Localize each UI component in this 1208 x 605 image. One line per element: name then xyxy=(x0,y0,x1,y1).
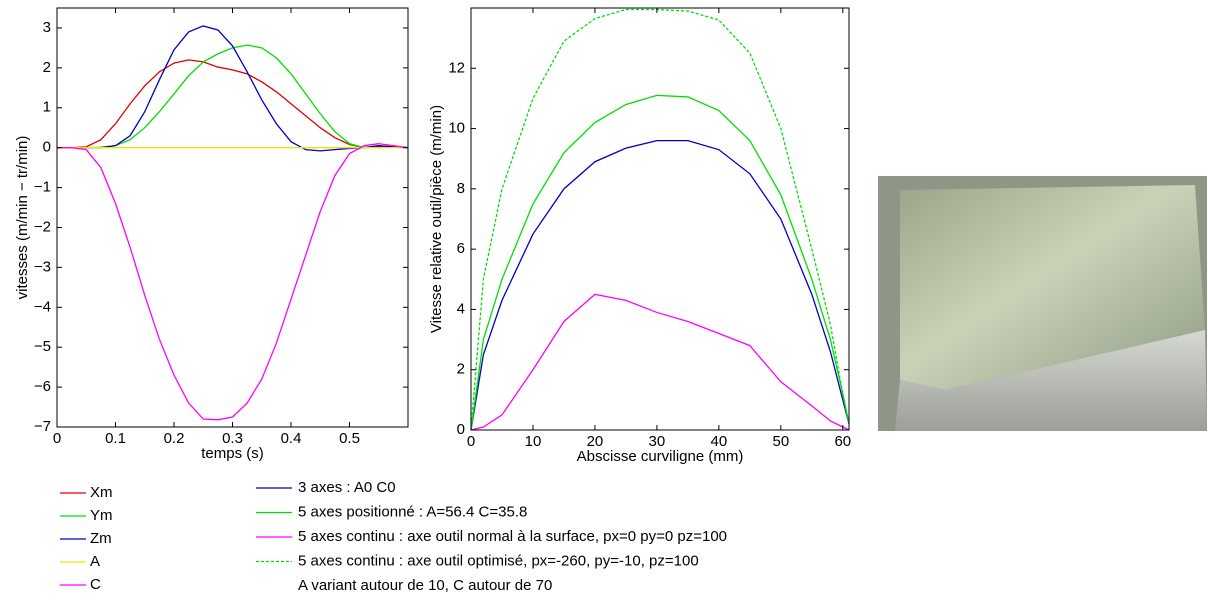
x-tick-label: 20 xyxy=(587,433,604,450)
x-axis-label: temps (s) xyxy=(201,445,264,462)
x-tick-label: 0.2 xyxy=(164,430,185,447)
legend-label: Zm xyxy=(90,530,112,547)
x-tick-label: 10 xyxy=(525,433,542,450)
series-line xyxy=(57,143,409,421)
series-line xyxy=(470,139,850,431)
y-tick-label: 6 xyxy=(457,240,465,257)
axes-box xyxy=(470,7,850,431)
legend-note: A variant autour de 10, C autour de 70 xyxy=(298,577,552,594)
y-tick-label: −1 xyxy=(34,179,51,196)
series-line xyxy=(470,8,850,431)
y-tick-label: 8 xyxy=(457,180,465,197)
photo xyxy=(878,176,1207,431)
x-tick-label: 60 xyxy=(834,433,851,450)
y-tick-label: 0 xyxy=(43,139,51,156)
x-tick-label: 0.5 xyxy=(339,430,360,447)
series-line xyxy=(470,94,850,431)
y-tick-label: −6 xyxy=(34,378,51,395)
y-axis-label: vitesses (m/min − tr/min) xyxy=(14,136,31,300)
series-line xyxy=(57,59,409,149)
x-tick-label: 30 xyxy=(649,433,666,450)
y-tick-label: −4 xyxy=(34,298,51,315)
y-tick-label: 10 xyxy=(448,120,465,137)
axes-box xyxy=(56,7,409,428)
x-tick-label: 0.1 xyxy=(105,430,126,447)
y-tick-label: −3 xyxy=(34,258,51,275)
x-axis-label: Abscisse curviligne (mm) xyxy=(577,448,744,465)
y-tick-label: 2 xyxy=(457,361,465,378)
y-tick-label: 2 xyxy=(43,59,51,76)
x-tick-label: 0 xyxy=(467,433,475,450)
legend-label: 5 axes continu : axe outil normal à la s… xyxy=(298,528,727,545)
x-tick-label: 40 xyxy=(711,433,728,450)
y-tick-label: −2 xyxy=(34,218,51,235)
y-tick-label: 3 xyxy=(43,19,51,36)
legend-label: 5 axes continu : axe outil optimisé, px=… xyxy=(298,552,699,569)
y-axis-label: Vitesse relative outil/pièce (m/min) xyxy=(428,105,445,333)
x-tick-label: 0.3 xyxy=(222,430,243,447)
x-tick-label: 0.4 xyxy=(281,430,302,447)
y-tick-label: 1 xyxy=(43,99,51,116)
legend-label: Xm xyxy=(90,484,113,501)
series-line xyxy=(57,25,409,152)
series-line xyxy=(470,293,850,431)
y-tick-label: −7 xyxy=(34,418,51,435)
series-line xyxy=(57,44,409,149)
y-tick-label: 12 xyxy=(448,59,465,76)
legend-label: C xyxy=(90,576,101,593)
legend-label: Ym xyxy=(90,507,113,524)
y-tick-label: −5 xyxy=(34,338,51,355)
legend-label: 5 axes positionné : A=56.4 C=35.8 xyxy=(298,503,527,520)
y-tick-label: 0 xyxy=(457,421,465,438)
x-tick-label: 50 xyxy=(772,433,789,450)
y-tick-label: 4 xyxy=(457,300,465,317)
legend-label: 3 axes : A0 C0 xyxy=(298,479,396,496)
legend-label: A xyxy=(90,553,100,570)
x-tick-label: 0 xyxy=(53,430,61,447)
